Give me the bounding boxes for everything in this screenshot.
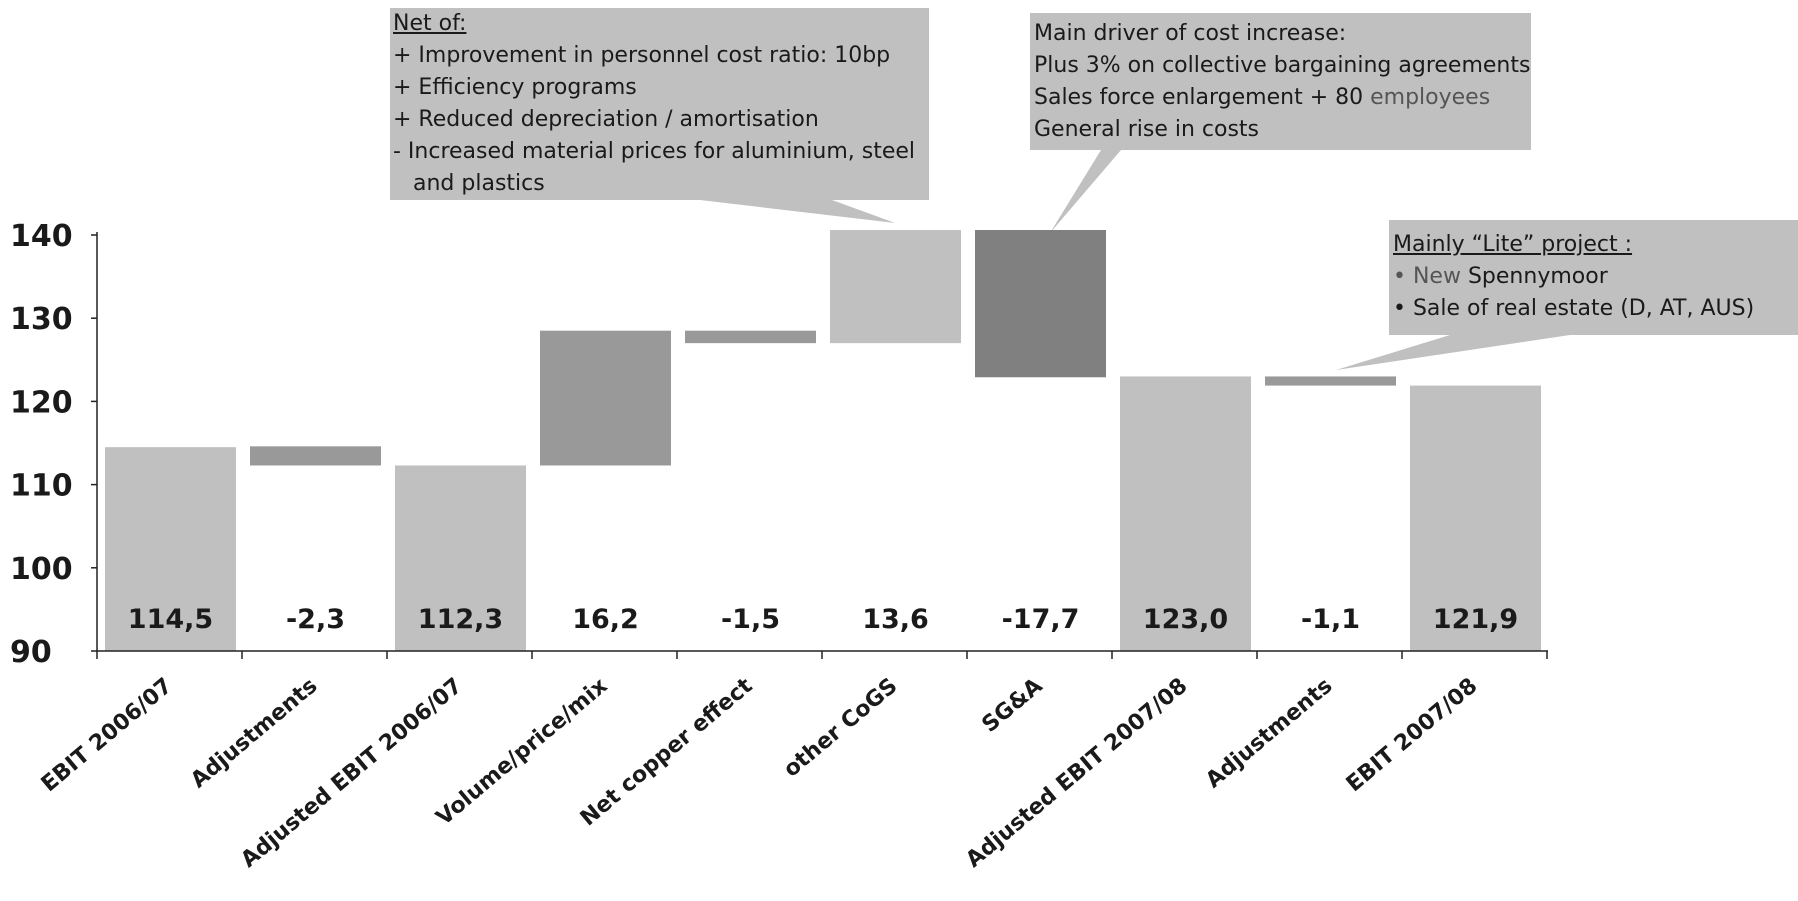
callout-main-driver: Main driver of cost increase: Plus 3% on…: [1034, 18, 1530, 146]
callout-main-driver-sales-text: Sales force enlargement + 80: [1034, 85, 1364, 110]
y-tick-label: 120: [10, 385, 73, 420]
callout-main-driver-line: General rise in costs: [1034, 117, 1259, 142]
y-tick-label: 110: [10, 469, 73, 504]
bar-adjustments: [250, 446, 381, 466]
bar-adjusted-ebit-2007-08: [1120, 376, 1251, 651]
callout-lite-line: • New Spennymoor: [1393, 261, 1754, 293]
callout-main-driver-box: [1030, 13, 1531, 233]
callout-net-of-line: and plastics: [413, 171, 545, 196]
y-tick-label: 130: [10, 302, 73, 337]
callout-main-driver-line: Sales force enlargement + 80 employees: [1034, 82, 1530, 114]
axes-group: [91, 232, 1548, 659]
x-tick-label: other CoGS: [779, 673, 902, 782]
callout-lite-bullet1-prefix: • New: [1393, 264, 1461, 289]
callout-shapes: [390, 8, 1798, 370]
value-label: -17,7: [1002, 604, 1080, 635]
value-label: -1,1: [1301, 604, 1360, 635]
x-tick-label: Adjustments: [186, 673, 322, 793]
y-tick-label: 140: [10, 219, 73, 254]
x-tick-label: SG&A: [978, 673, 1048, 737]
bar-ebit-2007-08: [1410, 385, 1541, 651]
bars-group: [105, 230, 1541, 651]
y-tick-label: 100: [10, 552, 73, 587]
bar-other-cogs: [830, 230, 961, 344]
value-label: -1,5: [721, 604, 780, 635]
bar-net-copper-effect: [685, 330, 816, 344]
value-label: 13,6: [862, 604, 929, 635]
x-tick-label: EBIT 2007/08: [1342, 673, 1483, 797]
bar-adjustments: [1265, 376, 1396, 386]
value-labels-group: 114,5 -2,3 112,3 16,2 -1,5 13,6 -17,7 123,0 -1,1…: [128, 604, 1518, 635]
value-label: 123,0: [1143, 604, 1228, 635]
y-tick-label: 90: [10, 635, 52, 670]
y-tick-labels-group: 90 100 110 120 130 140: [10, 219, 73, 670]
callout-net-of-box: [390, 8, 929, 223]
x-tick-label: EBIT 2006/07: [37, 673, 178, 797]
callout-net-of-line: + Reduced depreciation / amortisation: [393, 107, 819, 132]
bar-adjusted-ebit-2006-07: [395, 465, 526, 651]
callout-lite-bullet1-rest: Spennymoor: [1467, 264, 1608, 289]
callout-net-of-line: - Increased material prices for aluminiu…: [393, 139, 916, 164]
callout-main-driver-employees-text: employees: [1370, 85, 1491, 110]
value-label: 114,5: [128, 604, 213, 635]
bar-volume-price-mix: [540, 330, 671, 466]
callout-lite-box: [1336, 220, 1798, 370]
callout-net-of-line: + Improvement in personnel cost ratio: 1…: [393, 43, 891, 68]
value-label: 112,3: [418, 604, 503, 635]
callout-lite-project: Mainly “Lite” project : • New Spennymoor…: [1393, 229, 1754, 325]
callout-net-of-line: + Efficiency programs: [393, 75, 637, 100]
x-tick-label: Adjustments: [1201, 673, 1337, 793]
value-label: 16,2: [572, 604, 639, 635]
callout-net-of-heading: Net of:: [393, 11, 467, 36]
callout-lite-heading: Mainly “Lite” project :: [1393, 232, 1633, 257]
value-label: -2,3: [286, 604, 345, 635]
bar-ebit-2006-07: [105, 447, 236, 651]
bar-sg-a: [975, 230, 1106, 378]
value-label: 121,9: [1433, 604, 1518, 635]
callout-main-driver-line: Main driver of cost increase:: [1034, 21, 1347, 46]
callout-lite-line: • Sale of real estate (D, AT, AUS): [1393, 296, 1755, 321]
callout-main-driver-line: Plus 3% on collective bargaining agreeme…: [1034, 53, 1531, 78]
callout-net-of: Net of: + Improvement in personnel cost …: [393, 8, 915, 200]
